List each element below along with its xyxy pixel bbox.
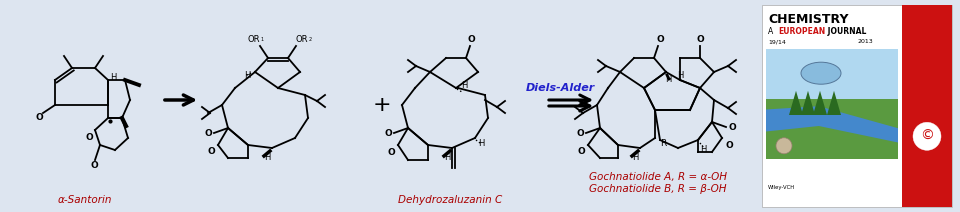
Text: 2013: 2013 [857,39,873,44]
Polygon shape [801,91,815,115]
Text: H: H [632,153,638,163]
Text: H: H [110,73,116,81]
Text: H: H [478,138,485,148]
Text: O: O [725,141,732,149]
Ellipse shape [801,62,841,84]
Text: O: O [85,133,93,142]
Polygon shape [813,91,827,115]
Text: A: A [768,27,776,36]
Text: O: O [204,128,212,138]
Text: +: + [372,95,392,115]
Text: ©: © [920,129,934,143]
Text: JOURNAL: JOURNAL [825,27,866,36]
Text: OR: OR [296,35,308,45]
Text: EUROPEAN: EUROPEAN [778,27,826,36]
Text: O: O [36,113,43,121]
Text: O: O [468,35,475,45]
Polygon shape [827,91,841,115]
Text: O: O [656,35,664,45]
Circle shape [776,138,792,154]
Text: 19/14: 19/14 [768,39,786,44]
Circle shape [913,122,941,150]
Text: CHEMISTRY: CHEMISTRY [768,13,849,26]
Polygon shape [766,106,898,142]
Text: Dehydrozaluzanin C: Dehydrozaluzanin C [397,195,502,205]
Polygon shape [789,91,803,115]
Text: O: O [387,148,395,157]
Text: R: R [660,138,666,148]
Text: H: H [444,153,450,163]
Text: O: O [207,147,215,156]
Text: O: O [577,147,585,156]
Text: O: O [576,128,584,138]
Text: O: O [728,123,736,131]
Text: H: H [665,75,671,85]
Text: $_2$: $_2$ [307,36,312,44]
Text: O: O [384,128,392,138]
Text: Wiley-VCH: Wiley-VCH [768,185,795,190]
Text: H: H [700,145,707,155]
Text: OR: OR [248,35,260,45]
Text: O: O [696,35,704,45]
Bar [766,49,898,110]
Text: H: H [264,153,270,163]
Text: α-Santorin: α-Santorin [58,195,112,205]
Text: O: O [90,160,98,170]
Text: H: H [244,71,251,80]
Bar [902,5,952,207]
Text: $_1$: $_1$ [259,36,264,44]
Text: H: H [677,71,684,80]
Bar [766,99,898,159]
Text: Diels-Alder: Diels-Alder [525,83,594,93]
Text: Gochnatiolide B, R = β-OH: Gochnatiolide B, R = β-OH [589,184,727,194]
Bar [762,5,952,207]
Text: H: H [461,81,468,89]
Text: Gochnatiolide A, R = α-OH: Gochnatiolide A, R = α-OH [589,172,727,182]
